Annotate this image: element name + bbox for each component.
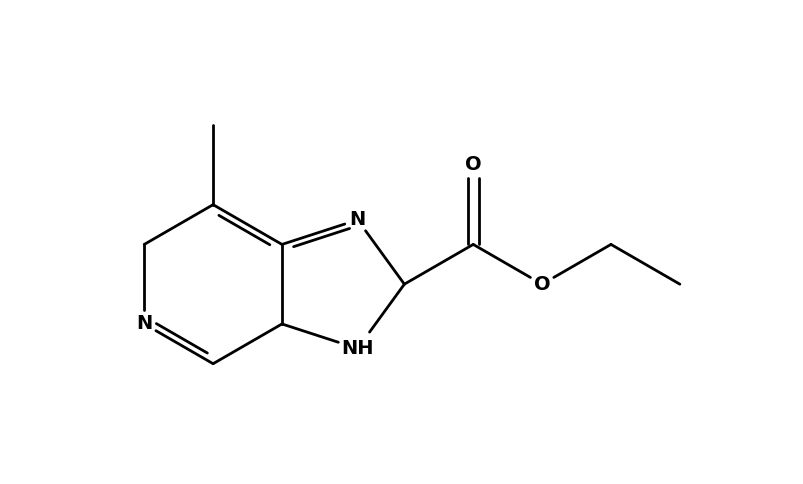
Text: O: O xyxy=(533,275,550,294)
Text: N: N xyxy=(349,211,365,229)
Text: NH: NH xyxy=(341,339,373,358)
Text: O: O xyxy=(464,155,481,174)
Text: N: N xyxy=(136,315,153,333)
